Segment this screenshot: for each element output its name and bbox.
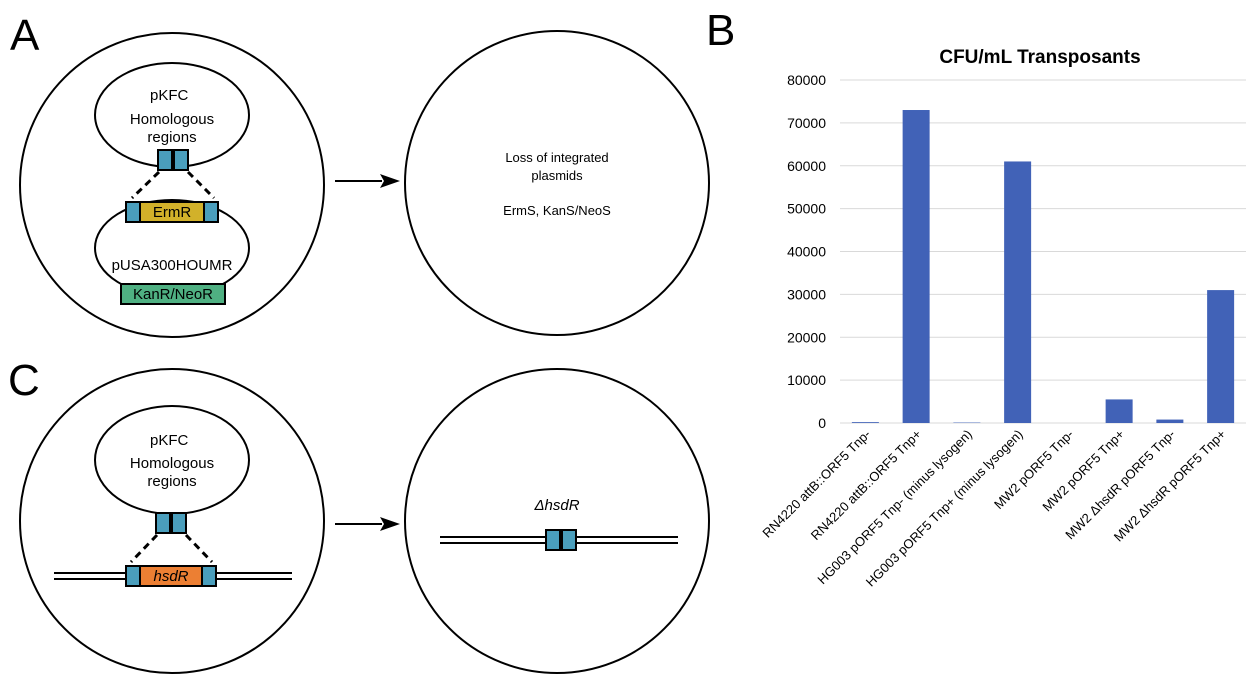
y-tick-label-1: 10000 — [787, 372, 826, 388]
homology-block-c-2 — [171, 512, 187, 534]
arrow-c-head — [380, 517, 400, 531]
homology-block-c-1 — [155, 512, 171, 534]
result-a-line-2: plasmids — [531, 168, 583, 183]
hsdr-flank-left — [125, 565, 141, 587]
kanr-neor-marker — [120, 283, 226, 305]
bar-6 — [1156, 419, 1184, 423]
bar-3 — [1004, 161, 1032, 423]
chart-gridlines — [840, 79, 1246, 424]
ermr-cassette-flank-left — [125, 201, 141, 223]
bar-5 — [1105, 399, 1133, 423]
homology-label-a-2: regions — [147, 129, 196, 146]
pusa300houmr-label: pUSA300HOUMR — [112, 257, 233, 274]
homology-label-c-2: regions — [147, 473, 196, 490]
crossover-line-a-2 — [186, 170, 216, 200]
result-a-line-3: ErmS, KanS/NeoS — [503, 203, 611, 218]
panel-a-letter: A — [10, 11, 40, 60]
cell-before-c — [19, 368, 325, 674]
chart-title: CFU/mL Transposants — [939, 47, 1140, 68]
y-tick-label-4: 40000 — [787, 244, 826, 260]
crossover-line-a-1 — [130, 170, 161, 200]
y-tick-label-8: 80000 — [787, 72, 826, 88]
chart-y-axis: 0 10000 20000 30000 40000 50000 60000 70000 8000… — [787, 72, 826, 431]
homology-block-a-1 — [157, 149, 173, 171]
cell-before-a — [19, 32, 325, 338]
panel-b-letter: B — [706, 6, 735, 55]
y-tick-label-7: 70000 — [787, 115, 826, 131]
scar-block-1 — [545, 529, 561, 551]
homology-block-a-2 — [173, 149, 189, 171]
bar-7 — [1207, 290, 1235, 423]
y-tick-label-5: 50000 — [787, 201, 826, 217]
pkfc-label-c: pKFC — [150, 432, 189, 449]
homology-label-a-1: Homologous — [130, 111, 214, 128]
hsdr-label: hsdR — [153, 568, 188, 585]
pkfc-label-a: pKFC — [150, 87, 189, 104]
cell-after-a — [404, 30, 710, 336]
panel-b: B CFU/mL Transposants 0 10000 20000 30000 40… — [706, 6, 1246, 589]
delta-hsdr-label: ΔhsdR — [533, 497, 579, 514]
hsdr-flank-right — [201, 565, 217, 587]
crossover-line-c-2 — [184, 533, 214, 564]
panel-c: C pKFC Homologous regions hsdR ΔhsdR — [8, 356, 710, 674]
y-tick-label-0: 0 — [818, 415, 826, 431]
kanr-neor-label: KanR/NeoR — [133, 286, 213, 303]
panel-a: A pKFC Homologous regions ErmR pUSA300HO… — [10, 11, 710, 338]
crossover-line-c-1 — [129, 533, 159, 564]
ermr-label: ErmR — [153, 204, 191, 221]
chart-x-axis: RN4220 attB::ORF5 Tnp-RN4220 attB::ORF5 … — [759, 427, 1228, 590]
chart-bars — [851, 110, 1235, 423]
homology-label-c-1: Homologous — [130, 455, 214, 472]
cell-after-c — [404, 368, 710, 674]
y-tick-label-3: 30000 — [787, 286, 826, 302]
arrow-a-head — [380, 174, 400, 188]
bar-0 — [851, 422, 879, 423]
ermr-cassette-flank-right — [203, 201, 219, 223]
panel-c-letter: C — [8, 356, 40, 405]
scar-block-2 — [561, 529, 577, 551]
y-tick-label-6: 60000 — [787, 158, 826, 174]
result-a-line-1: Loss of integrated — [505, 150, 608, 165]
bar-1 — [902, 110, 930, 423]
y-tick-label-2: 20000 — [787, 329, 826, 345]
